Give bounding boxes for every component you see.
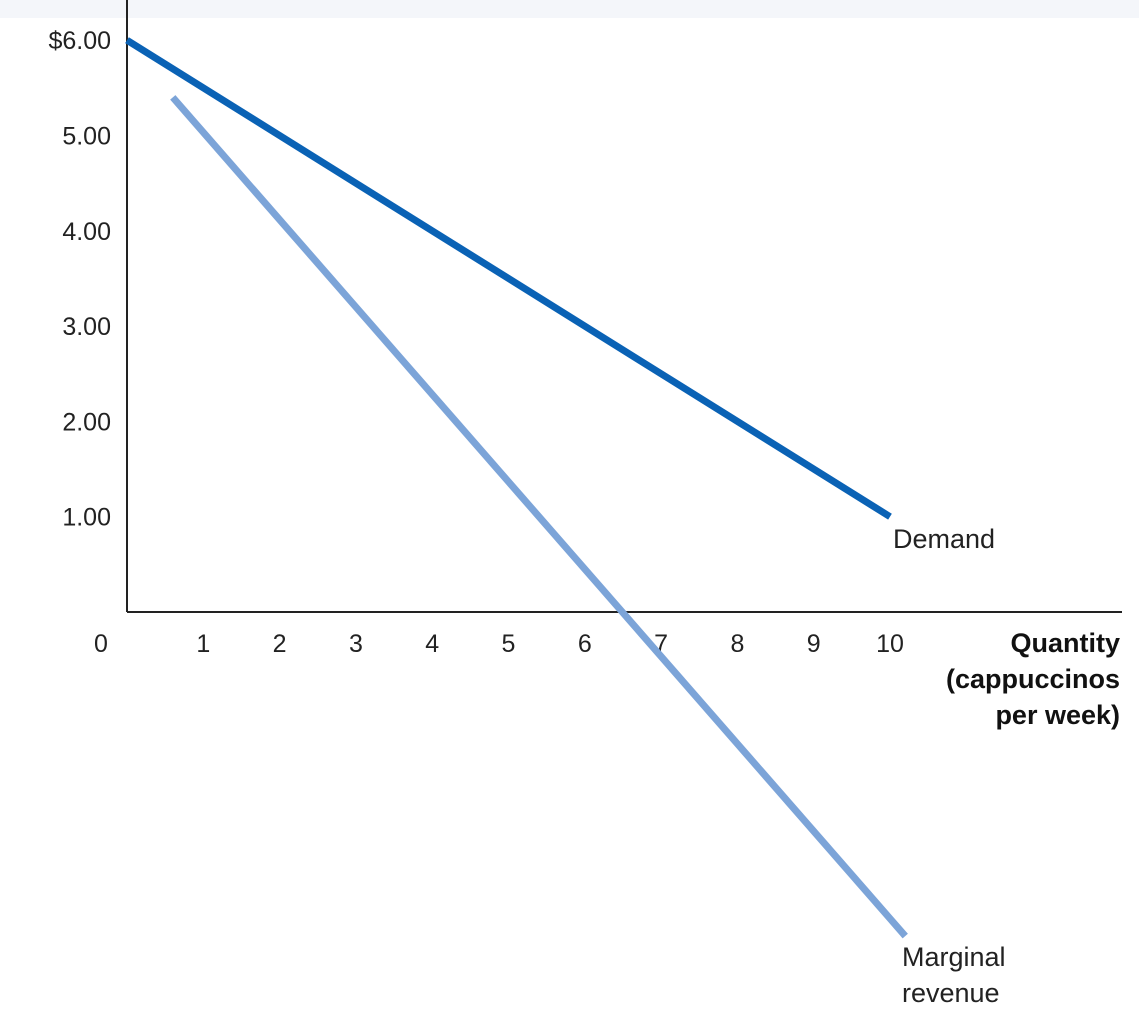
y-tick-label: 2.00: [62, 408, 111, 436]
x-tick-label: 4: [425, 630, 439, 658]
y-tick-label: 5.00: [62, 123, 111, 151]
y-tick-labels: 1.00 2.00 3.00 4.00 5.00 $6.00: [48, 27, 111, 532]
y-tick-label: 3.00: [62, 313, 111, 341]
x-tick-label: 10: [876, 630, 904, 658]
top-edge-strip: [0, 0, 1139, 18]
y-tick-label: 1.00: [62, 504, 111, 532]
x-tick-label: 5: [502, 630, 516, 658]
y-tick-label: 4.00: [62, 218, 111, 246]
y-tick-label: $6.00: [48, 27, 111, 55]
demand-label: Demand: [893, 524, 995, 554]
marginal-revenue-label: Marginal: [902, 942, 1006, 972]
marginal-revenue-line: [170, 95, 908, 939]
x-tick-label: 0: [94, 630, 108, 658]
x-tick-labels: 0 1 2 3 4 5 6 7 8 9 10: [94, 630, 904, 658]
x-tick-label: 2: [273, 630, 287, 658]
marginal-revenue-label: revenue: [902, 978, 1000, 1008]
demand-line: [125, 37, 892, 520]
x-tick-label: 8: [730, 630, 744, 658]
x-tick-label: 3: [349, 630, 363, 658]
x-axis-title: Quantity (cappuccinos per week): [946, 628, 1120, 730]
x-axis-title-line: Quantity: [1010, 628, 1120, 658]
x-axis-title-line: per week): [995, 700, 1120, 730]
x-axis-title-line: (cappuccinos: [946, 664, 1120, 694]
series-lines: [125, 37, 908, 939]
x-tick-label: 1: [196, 630, 210, 658]
x-tick-label: 9: [807, 630, 821, 658]
series-labels: Demand Marginal revenue: [893, 524, 1006, 1008]
x-tick-label: 6: [578, 630, 592, 658]
